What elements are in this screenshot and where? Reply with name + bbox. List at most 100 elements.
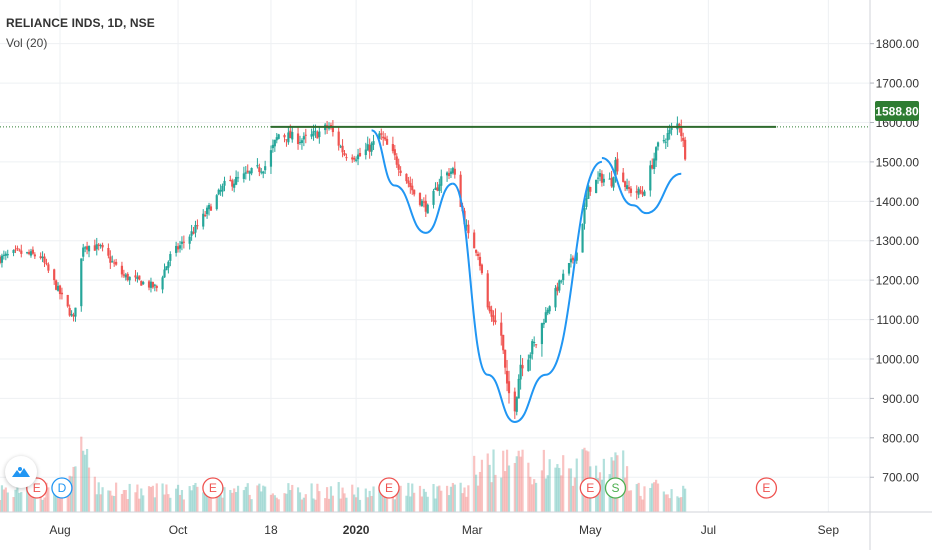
pattern-curve[interactable] bbox=[601, 156, 682, 215]
volume-bar bbox=[676, 496, 679, 512]
volume-bar bbox=[107, 490, 110, 512]
volume-bar bbox=[440, 490, 443, 512]
candle-body bbox=[27, 252, 31, 254]
candle-body bbox=[235, 176, 238, 185]
candle-body bbox=[318, 131, 321, 138]
candle-body bbox=[356, 154, 360, 160]
volume-bar bbox=[413, 492, 416, 512]
candle-body bbox=[366, 144, 369, 151]
volume-bar bbox=[273, 495, 276, 512]
volume-bar bbox=[29, 487, 33, 512]
volume-bar bbox=[548, 459, 551, 512]
volume-bar bbox=[447, 495, 451, 512]
candle-body bbox=[296, 133, 300, 145]
candle-body bbox=[56, 285, 60, 291]
candle-body bbox=[12, 250, 15, 253]
volume-bar bbox=[229, 489, 232, 512]
volume-bar bbox=[180, 490, 184, 512]
candle-body bbox=[176, 246, 180, 250]
candle-body bbox=[581, 224, 584, 253]
candle-body bbox=[614, 160, 617, 177]
volume-bar bbox=[378, 486, 381, 512]
volume-bar bbox=[209, 493, 213, 512]
candle-body bbox=[60, 292, 64, 295]
volume-bar bbox=[283, 493, 286, 512]
candle-body bbox=[533, 341, 536, 343]
pattern-curve[interactable] bbox=[371, 129, 454, 234]
volume-bar bbox=[656, 483, 660, 512]
candle-body bbox=[382, 136, 385, 139]
dividend-marker[interactable]: D bbox=[51, 477, 73, 499]
volume-bar bbox=[271, 493, 274, 512]
earnings-marker[interactable]: E bbox=[202, 477, 224, 499]
tradingview-logo-icon[interactable] bbox=[5, 456, 37, 488]
volume-bar bbox=[418, 485, 422, 512]
volume-bar bbox=[155, 483, 158, 512]
candle-body bbox=[337, 131, 340, 146]
candle-body bbox=[207, 204, 211, 210]
volume-bar bbox=[476, 485, 480, 512]
candle-body bbox=[155, 285, 158, 288]
volume-bar bbox=[395, 487, 398, 512]
candle-body bbox=[488, 306, 491, 312]
volume-bar bbox=[409, 496, 412, 512]
candle-body bbox=[153, 284, 156, 286]
candle-body bbox=[343, 153, 346, 156]
candle-body bbox=[583, 207, 586, 224]
volume-bar bbox=[47, 487, 50, 512]
candle-body bbox=[476, 253, 480, 256]
candle-body bbox=[465, 225, 468, 227]
volume-bar bbox=[467, 485, 470, 512]
volume-bar bbox=[87, 467, 91, 512]
candle-body bbox=[649, 165, 652, 191]
candle-body bbox=[142, 281, 145, 285]
candle-body bbox=[66, 294, 69, 307]
volume-bar bbox=[624, 477, 627, 512]
split-marker[interactable]: S bbox=[604, 477, 627, 499]
indicator-label[interactable]: Vol (20) bbox=[6, 36, 48, 50]
volume-bar bbox=[70, 476, 73, 512]
candle-body bbox=[339, 146, 342, 148]
candle-body bbox=[25, 252, 29, 254]
volume-bar bbox=[260, 491, 263, 512]
symbol-title[interactable]: RELIANCE INDS, 1D, NSE bbox=[6, 16, 155, 30]
volume-bar bbox=[45, 482, 48, 512]
volume-bar bbox=[517, 450, 520, 512]
earnings-marker[interactable]: E bbox=[579, 477, 601, 499]
volume-bar bbox=[27, 487, 31, 512]
candle-body bbox=[494, 320, 497, 323]
volume-bar bbox=[405, 495, 408, 512]
volume-bar bbox=[434, 498, 437, 512]
volume-bar bbox=[451, 482, 454, 512]
candle-body bbox=[128, 276, 131, 281]
volume-bar bbox=[655, 479, 658, 512]
volume-bar bbox=[55, 485, 58, 512]
candle-body bbox=[209, 206, 213, 211]
earnings-marker[interactable]: E bbox=[755, 477, 778, 499]
volume-bar bbox=[82, 450, 85, 512]
candle-body bbox=[260, 171, 263, 173]
volume-bar bbox=[0, 499, 2, 512]
candle-body bbox=[569, 258, 573, 263]
candle-body bbox=[478, 256, 482, 266]
candle-body bbox=[99, 245, 102, 247]
volume-bar bbox=[480, 459, 484, 512]
pattern-curve[interactable] bbox=[452, 160, 603, 424]
candle-body bbox=[355, 159, 358, 161]
volume-bar bbox=[637, 482, 640, 512]
volume-bar bbox=[407, 482, 410, 512]
pattern-curves bbox=[371, 129, 682, 424]
earnings-marker[interactable]: E bbox=[378, 477, 400, 499]
volume-bar bbox=[151, 485, 154, 512]
candle-body bbox=[625, 185, 629, 189]
volume-bar bbox=[680, 497, 683, 512]
x-tick-label: 18 bbox=[264, 523, 278, 537]
volume-bar bbox=[341, 487, 344, 512]
volume-bar bbox=[627, 490, 631, 512]
candle-body bbox=[113, 262, 116, 264]
y-tick-label: 1400.00 bbox=[876, 195, 920, 209]
volume-bar bbox=[575, 458, 578, 512]
candle-body bbox=[298, 142, 302, 144]
